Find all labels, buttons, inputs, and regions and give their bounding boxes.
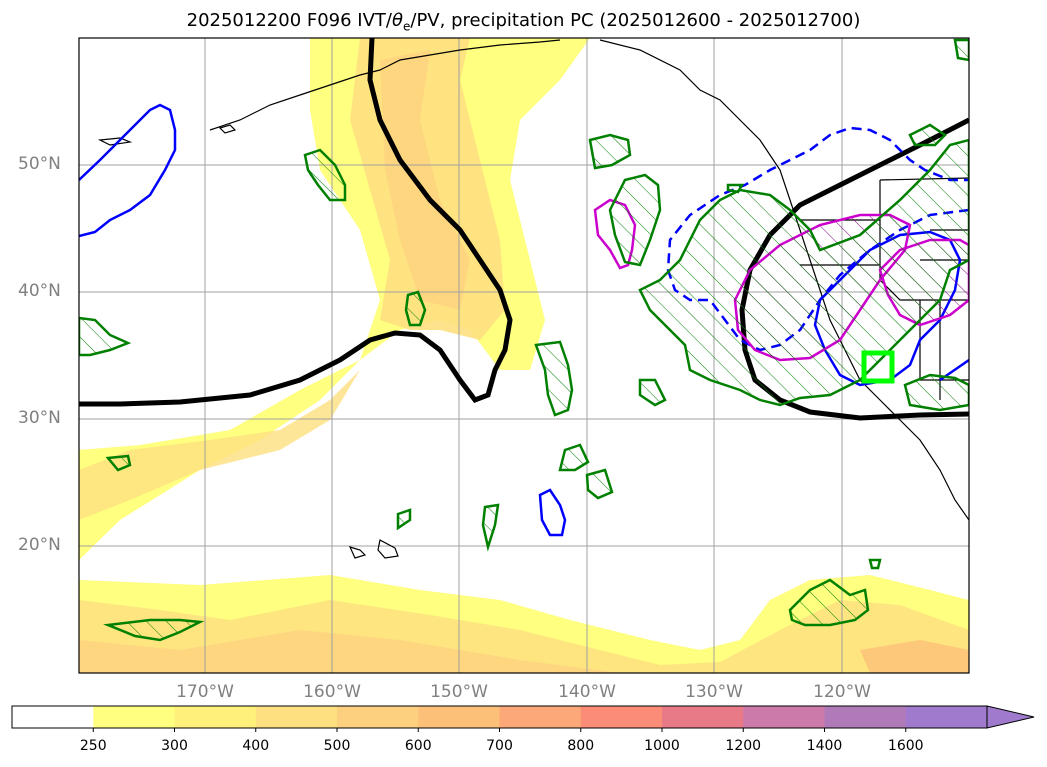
lon-label-120w: 120°W	[813, 682, 871, 702]
colorbar-tick-label: 250	[79, 738, 107, 754]
lat-label-30n: 30°N	[18, 408, 61, 428]
lon-label-170w: 170°W	[176, 682, 234, 702]
colorbar-tick-label: 300	[161, 738, 188, 754]
colorbar-segment	[418, 706, 500, 728]
region-box	[861, 350, 895, 384]
colorbar-segment	[499, 706, 582, 728]
colorbar-segment	[93, 706, 175, 728]
colorbar-segment	[580, 706, 663, 728]
lat-label-50n: 50°N	[18, 154, 61, 174]
colorbar-tick-label: 400	[242, 738, 270, 754]
lon-label-160w: 160°W	[303, 682, 361, 702]
colorbar-tick-label: 800	[567, 738, 595, 754]
lon-label-150w: 150°W	[430, 682, 488, 702]
colorbar	[11, 705, 1035, 732]
gridlines	[79, 38, 969, 673]
colorbar-segment	[743, 706, 825, 728]
colorbar-segment	[255, 706, 338, 728]
colorbar-segment	[12, 706, 94, 728]
pv-contour	[79, 38, 513, 407]
colorbar-segment	[337, 706, 419, 728]
colorbar-tick-label: 600	[404, 738, 432, 754]
colorbar-tick-label: 1200	[725, 738, 762, 754]
colorbar-tick-label: 700	[486, 738, 513, 754]
colorbar-extend-arrow	[986, 705, 1035, 729]
map-title: 2025012200 F096 IVT/θe/PV, precipitation…	[186, 10, 861, 34]
lon-label-140w: 140°W	[558, 682, 616, 702]
colorbar-segment	[905, 706, 988, 728]
lon-label-130w: 130°W	[685, 682, 743, 702]
precip-contours	[79, 38, 969, 642]
colorbar-tick-label: 1600	[887, 738, 924, 754]
plot-frame	[78, 37, 970, 674]
lat-label-40n: 40°N	[18, 281, 61, 301]
colorbar-tick-label: 500	[323, 738, 351, 754]
colorbar-segment	[824, 706, 907, 728]
lat-label-20n: 20°N	[18, 535, 61, 555]
colorbar-tick-label: 1000	[644, 738, 680, 754]
colorbar-segment	[174, 706, 257, 728]
colorbar-segment	[662, 706, 744, 728]
colorbar-tick-label: 1400	[806, 738, 843, 754]
